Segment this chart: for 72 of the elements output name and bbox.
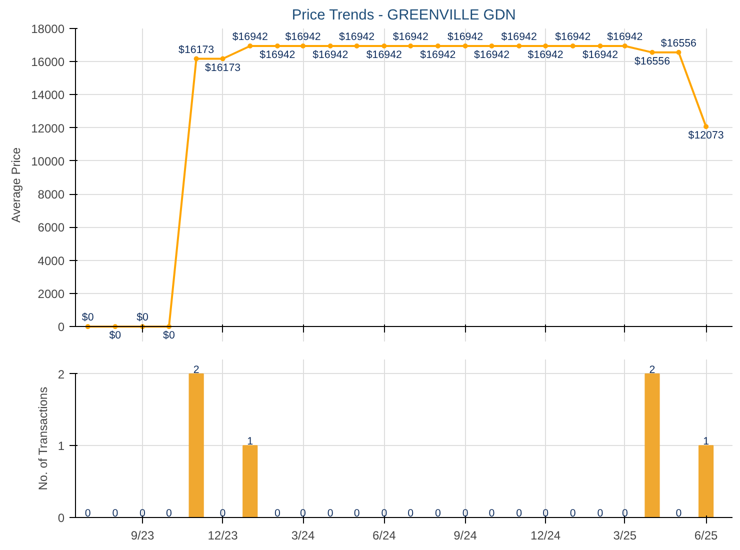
data-label: 0 [112, 508, 118, 520]
y-tick-label: 18000 [31, 22, 65, 36]
data-label: $16173 [178, 44, 214, 56]
data-label: $16942 [607, 31, 643, 44]
data-label: 0 [408, 508, 414, 520]
data-label: 0 [166, 508, 172, 520]
x-tick-label: 12/24 [530, 528, 561, 542]
data-label: 0 [274, 508, 280, 520]
data-label: $16942 [528, 49, 564, 62]
data-label: $0 [82, 312, 94, 324]
y-tick-label: 0 [58, 320, 65, 334]
data-label: $16942 [260, 49, 296, 62]
data-label: 0 [488, 508, 495, 520]
x-tick-label: 12/23 [208, 528, 238, 542]
data-label: 0 [220, 508, 226, 520]
data-label: 0 [381, 508, 388, 520]
data-label: $16942 [501, 31, 537, 44]
data-label: 2 [193, 364, 200, 376]
y-tick-label: 6000 [38, 220, 65, 235]
data-label: 0 [622, 508, 628, 520]
data-label: $16942 [420, 49, 456, 62]
data-label: $16942 [366, 49, 402, 62]
data-label: $16556 [660, 37, 697, 50]
data-label: 0 [434, 508, 441, 520]
chart-title: Price Trends - GREENVILLE GDN [292, 8, 516, 24]
data-label: 0 [300, 508, 306, 520]
y-tick-label: 12000 [31, 121, 65, 136]
data-label: $16942 [392, 31, 428, 44]
data-label: 0 [570, 508, 576, 520]
data-label: $16942 [474, 49, 510, 62]
data-label: 1 [247, 436, 254, 448]
y-axis-title: No. of Transactions [36, 386, 50, 490]
x-tick-label: 6/25 [694, 528, 718, 542]
data-label: 0 [462, 508, 468, 520]
data-label: 0 [542, 508, 549, 520]
data-label: 0 [140, 508, 146, 520]
y-tick-label: 0 [58, 511, 65, 525]
data-label: 0 [597, 508, 604, 520]
x-tick-label: 6/24 [372, 528, 396, 542]
y-axis-title: Average Price [9, 147, 24, 223]
y-tick-label: 8000 [38, 188, 65, 202]
y-tick-label: 16000 [31, 55, 65, 70]
data-label: 2 [649, 364, 656, 376]
y-tick-label: 10000 [31, 154, 65, 168]
data-label: $16942 [582, 49, 618, 62]
data-label: 0 [516, 508, 522, 520]
data-label: $0 [109, 330, 122, 342]
data-label: 0 [354, 508, 360, 520]
data-label: 1 [703, 436, 710, 448]
data-label: $16942 [285, 31, 321, 44]
y-tick-label: 2000 [38, 286, 65, 301]
data-label: $16173 [204, 62, 241, 74]
data-label: $16556 [634, 55, 670, 68]
data-label: 0 [84, 508, 91, 520]
data-label: $16942 [339, 31, 375, 44]
data-label: $0 [163, 330, 175, 342]
data-label: $16942 [232, 31, 268, 44]
data-label: 0 [327, 508, 334, 520]
y-tick-label: 2 [58, 367, 65, 382]
data-label: $16942 [555, 31, 591, 44]
x-tick-label: 9/23 [130, 528, 155, 542]
data-label: 0 [676, 508, 682, 520]
data-label: $16942 [448, 31, 484, 44]
data-label: $16942 [312, 49, 348, 62]
y-tick-label: 14000 [31, 88, 65, 102]
data-label: $12073 [688, 130, 724, 142]
y-tick-label: 1 [58, 439, 65, 454]
x-tick-label: 3/24 [291, 528, 316, 542]
data-label: $0 [136, 312, 149, 324]
x-tick-label: 9/24 [454, 528, 478, 542]
x-tick-label: 3/25 [613, 528, 637, 542]
y-tick-label: 4000 [38, 254, 65, 268]
